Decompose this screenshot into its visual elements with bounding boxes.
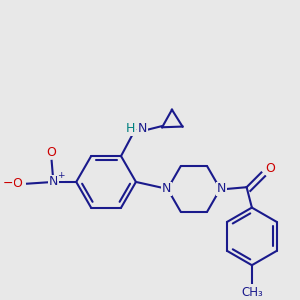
Text: N: N: [138, 122, 148, 135]
Text: −: −: [2, 176, 13, 190]
Text: CH₃: CH₃: [241, 286, 263, 299]
Text: N: N: [217, 182, 226, 196]
Text: O: O: [47, 146, 57, 159]
Text: N: N: [162, 182, 171, 196]
Text: +: +: [57, 171, 65, 180]
Text: O: O: [12, 177, 22, 190]
Text: N: N: [49, 176, 58, 188]
Text: O: O: [265, 162, 275, 175]
Text: H: H: [126, 122, 135, 135]
